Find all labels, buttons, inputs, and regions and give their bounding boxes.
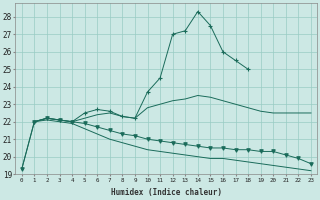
X-axis label: Humidex (Indice chaleur): Humidex (Indice chaleur) [111,188,222,197]
